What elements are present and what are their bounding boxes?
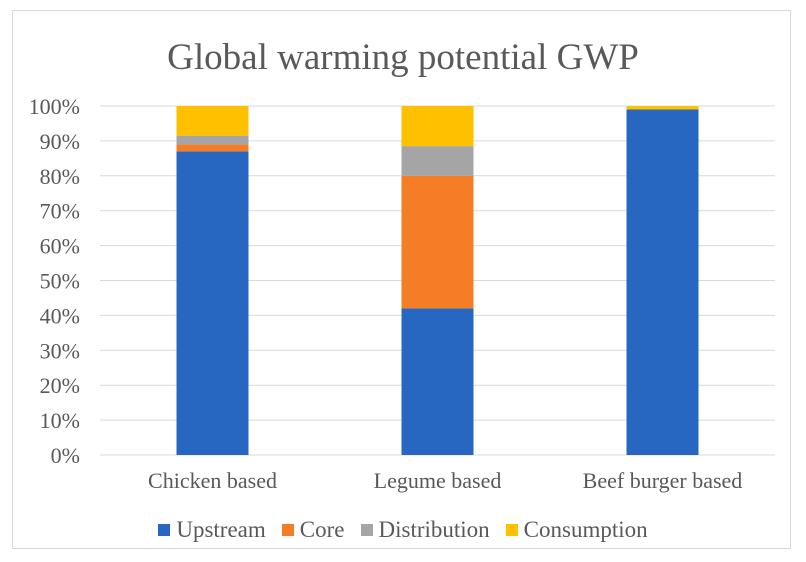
bar-segment-consumption <box>176 106 249 136</box>
x-tick-label: Legume based <box>374 468 502 493</box>
legend-label: Consumption <box>523 517 648 542</box>
bar-segment-distribution <box>176 135 249 145</box>
bar-segment-core <box>176 144 249 152</box>
y-tick-label: 30% <box>40 338 80 363</box>
legend-item: Consumption <box>505 517 648 543</box>
x-tick-label: Chicken based <box>148 468 277 493</box>
legend-item: Core <box>281 517 345 543</box>
legend-swatch <box>360 524 373 536</box>
x-axis-ticks: Chicken based Legume based Beef burger bas… <box>148 468 742 493</box>
legend-item: Upstream <box>158 517 266 543</box>
x-tick-label: Beef burger based <box>583 468 743 493</box>
bar-segment-upstream <box>176 151 249 455</box>
bar-segment-core <box>401 175 474 309</box>
legend-label: Upstream <box>176 517 266 542</box>
legend-swatch <box>505 524 518 536</box>
bar-segment-consumption <box>401 106 474 147</box>
bars <box>176 106 699 456</box>
bar-segment-distribution <box>401 146 474 176</box>
legend-label: Core <box>299 517 345 542</box>
bar-segment-consumption <box>626 106 699 110</box>
y-tick-label: 80% <box>40 164 80 189</box>
y-tick-label: 70% <box>40 199 80 224</box>
legend: Upstream Core Distribution Consumption <box>0 517 806 543</box>
y-tick-label: 60% <box>40 234 80 259</box>
bar-segment-upstream <box>626 109 699 456</box>
y-tick-label: 40% <box>40 303 80 328</box>
y-tick-label: 0% <box>51 443 80 468</box>
legend-item: Distribution <box>360 517 490 543</box>
y-axis-ticks: 0% 10% 20% 30% 40% 50% 60% 70% 80% 90% 100% <box>29 94 80 468</box>
legend-swatch <box>281 524 294 536</box>
legend-swatch <box>158 524 171 536</box>
y-tick-label: 10% <box>40 408 80 433</box>
y-tick-label: 20% <box>40 373 80 398</box>
y-tick-label: 90% <box>40 129 80 154</box>
legend-label: Distribution <box>378 517 490 542</box>
bar-segment-upstream <box>401 308 474 455</box>
chart-title: Global warming potential GWP <box>167 37 639 78</box>
y-tick-label: 100% <box>29 94 80 119</box>
y-tick-label: 50% <box>40 269 80 294</box>
